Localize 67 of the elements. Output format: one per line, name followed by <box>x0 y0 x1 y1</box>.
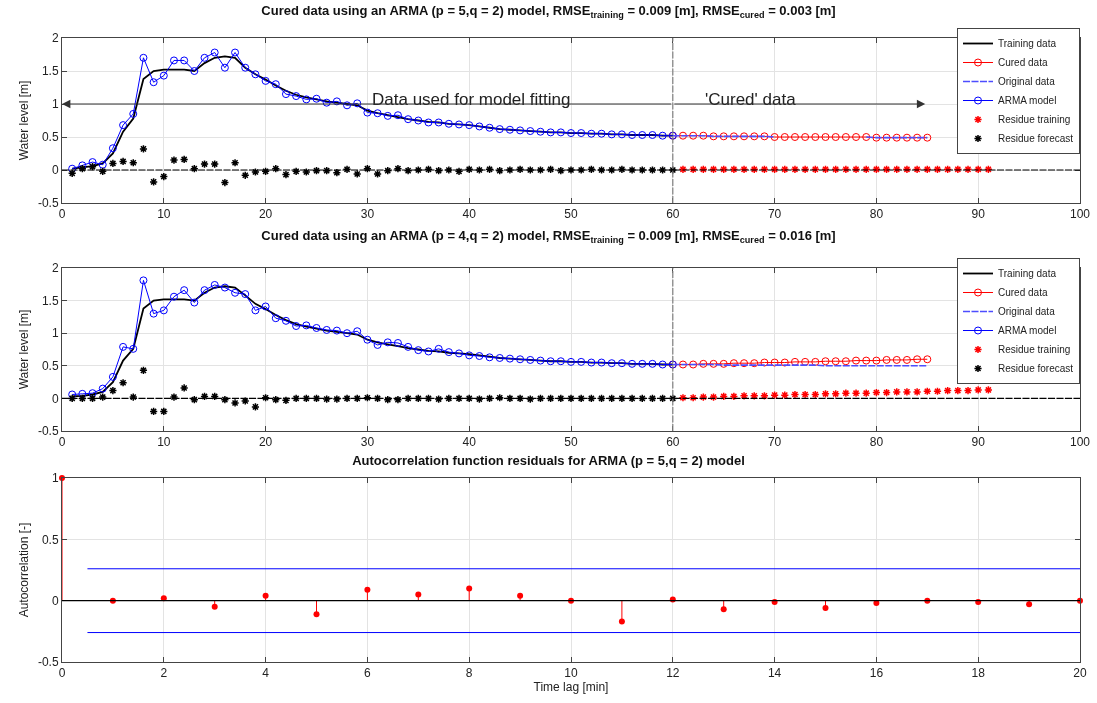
x-tick-label: 100 <box>1069 435 1091 450</box>
x-tick-label: 18 <box>971 666 986 681</box>
x-tick-label: 6 <box>364 666 372 681</box>
chart-title: Cured data using an ARMA (p = 5,q = 2) model, RMSE$_{training}$ = 0.009 [m], RMSE$_{cured}$ = 0.003 [m] <box>261 3 836 20</box>
x-tick-label: 70 <box>767 207 782 222</box>
x-tick-label: 40 <box>462 435 477 450</box>
x-tick-label: 20 <box>258 435 273 450</box>
x-tick-label: 40 <box>462 207 477 222</box>
y-tick-label: 0.5 <box>41 359 59 373</box>
chart-title: Autocorrelation function residuals for ARMA (p = 5,q = 2) model <box>352 453 745 469</box>
legend-label: Original data <box>998 76 1056 88</box>
x-tick-label: 100 <box>1069 207 1091 222</box>
y-tick-label: 0 <box>51 391 59 406</box>
annotation: Data used for model fitting <box>372 90 571 109</box>
legend-label: Training data <box>998 268 1057 280</box>
x-tick-label: 20 <box>258 207 273 222</box>
x-tick-label: 70 <box>767 435 782 450</box>
chart-title: Cured data using an ARMA (p = 4,q = 2) model, RMSE$_{training}$ = 0.009 [m], RMSE$_{cured}$ = 0.016 [m] <box>261 228 836 245</box>
legend-label: Residue training <box>998 344 1071 356</box>
y-tick-label: 0 <box>51 593 59 608</box>
x-tick-label: 12 <box>666 666 680 681</box>
legend-label: ARMA model <box>998 325 1057 337</box>
y-tick-label: 1.5 <box>41 293 59 308</box>
x-tick-label: 2 <box>160 666 168 681</box>
y-tick-label: 1 <box>51 97 59 112</box>
legend-label: Training data <box>998 38 1057 50</box>
x-tick-label: 80 <box>869 435 884 450</box>
y-tick-label: 0 <box>51 163 59 178</box>
y-axis-title: Autocorrelation [-] <box>17 522 32 618</box>
legend-label: Cured data <box>998 57 1048 69</box>
y-axis-title: Water level [m] <box>17 309 32 390</box>
x-tick-label: 10 <box>157 435 171 450</box>
y-tick-label: -0.5 <box>37 655 59 670</box>
legend-label: ARMA model <box>998 95 1057 107</box>
y-tick-label: 1 <box>51 471 59 486</box>
y-tick-label: 2 <box>51 31 59 46</box>
legend-label: Residue forecast <box>998 133 1074 145</box>
x-tick-label: 30 <box>360 435 375 450</box>
legend-label: Residue forecast <box>998 363 1074 375</box>
x-tick-label: 30 <box>360 207 375 222</box>
x-tick-label: 60 <box>666 207 680 222</box>
y-tick-label: 0.5 <box>41 130 59 145</box>
x-tick-label: 14 <box>767 666 782 681</box>
y-tick-label: 1 <box>51 326 59 341</box>
x-tick-label: 20 <box>1073 666 1087 681</box>
legend-label: Original data <box>998 306 1056 318</box>
x-tick-label: 8 <box>465 666 473 681</box>
legend-label: Cured data <box>998 287 1048 299</box>
y-tick-label: -0.5 <box>37 196 59 211</box>
x-tick-label: 60 <box>666 435 680 450</box>
x-tick-label: 80 <box>869 207 884 222</box>
x-tick-label: 90 <box>971 435 986 450</box>
y-tick-label: 2 <box>51 261 59 276</box>
y-axis-title: Water level [m] <box>17 80 32 161</box>
x-tick-label: 10 <box>157 207 171 222</box>
x-tick-label: 4 <box>262 666 270 681</box>
x-tick-label: 50 <box>564 435 578 450</box>
legend-label: Residue training <box>998 114 1071 126</box>
y-tick-label: 0.5 <box>41 532 59 547</box>
y-tick-label: 1.5 <box>41 64 59 79</box>
x-axis-title: Time lag [min] <box>533 680 609 695</box>
x-tick-label: 16 <box>869 666 884 681</box>
x-tick-label: 10 <box>564 666 578 681</box>
x-tick-label: 50 <box>564 207 578 222</box>
x-tick-label: 90 <box>971 207 986 222</box>
y-tick-label: -0.5 <box>37 424 59 439</box>
annotation: 'Cured' data <box>705 90 797 109</box>
